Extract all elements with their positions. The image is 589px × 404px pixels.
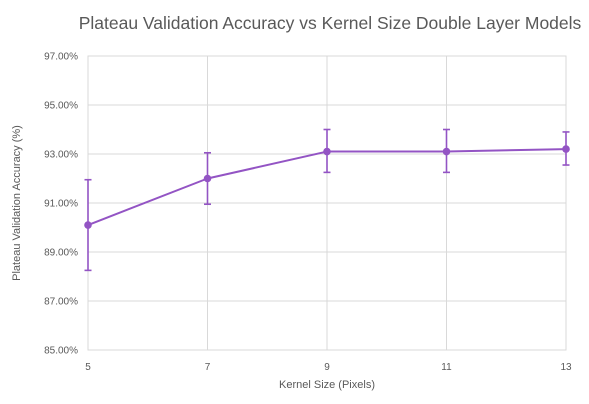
x-tick-label: 7 <box>205 362 211 373</box>
y-tick-label: 97.00% <box>44 52 78 63</box>
chart-title: Plateau Validation Accuracy vs Kernel Si… <box>79 13 582 33</box>
x-tick-label: 13 <box>560 362 572 373</box>
y-tick-label: 85.00% <box>44 346 78 357</box>
x-axis-tick-labels: 5 7 9 11 13 <box>85 362 572 373</box>
y-tick-label: 93.00% <box>44 150 78 161</box>
data-point <box>84 221 92 229</box>
gridlines <box>87 55 567 351</box>
data-point <box>442 147 451 156</box>
y-tick-label: 87.00% <box>44 297 78 308</box>
data-point <box>203 174 212 183</box>
x-tick-label: 11 <box>441 362 452 373</box>
series-group <box>84 128 570 272</box>
x-tick-label: 9 <box>324 362 330 373</box>
y-tick-label: 89.00% <box>44 248 78 259</box>
y-axis-tick-labels: 85.00% 87.00% 89.00% 91.00% 93.00% 95.00% 97.0… <box>44 52 78 357</box>
data-point <box>562 145 570 153</box>
y-axis-title: Plateau Validation Accuracy (%) <box>11 125 23 281</box>
y-tick-label: 91.00% <box>44 199 78 210</box>
x-tick-label: 5 <box>85 362 91 373</box>
data-point <box>323 147 331 156</box>
y-tick-label: 95.00% <box>44 101 78 112</box>
x-axis-title: Kernel Size (Pixels) <box>279 379 375 391</box>
